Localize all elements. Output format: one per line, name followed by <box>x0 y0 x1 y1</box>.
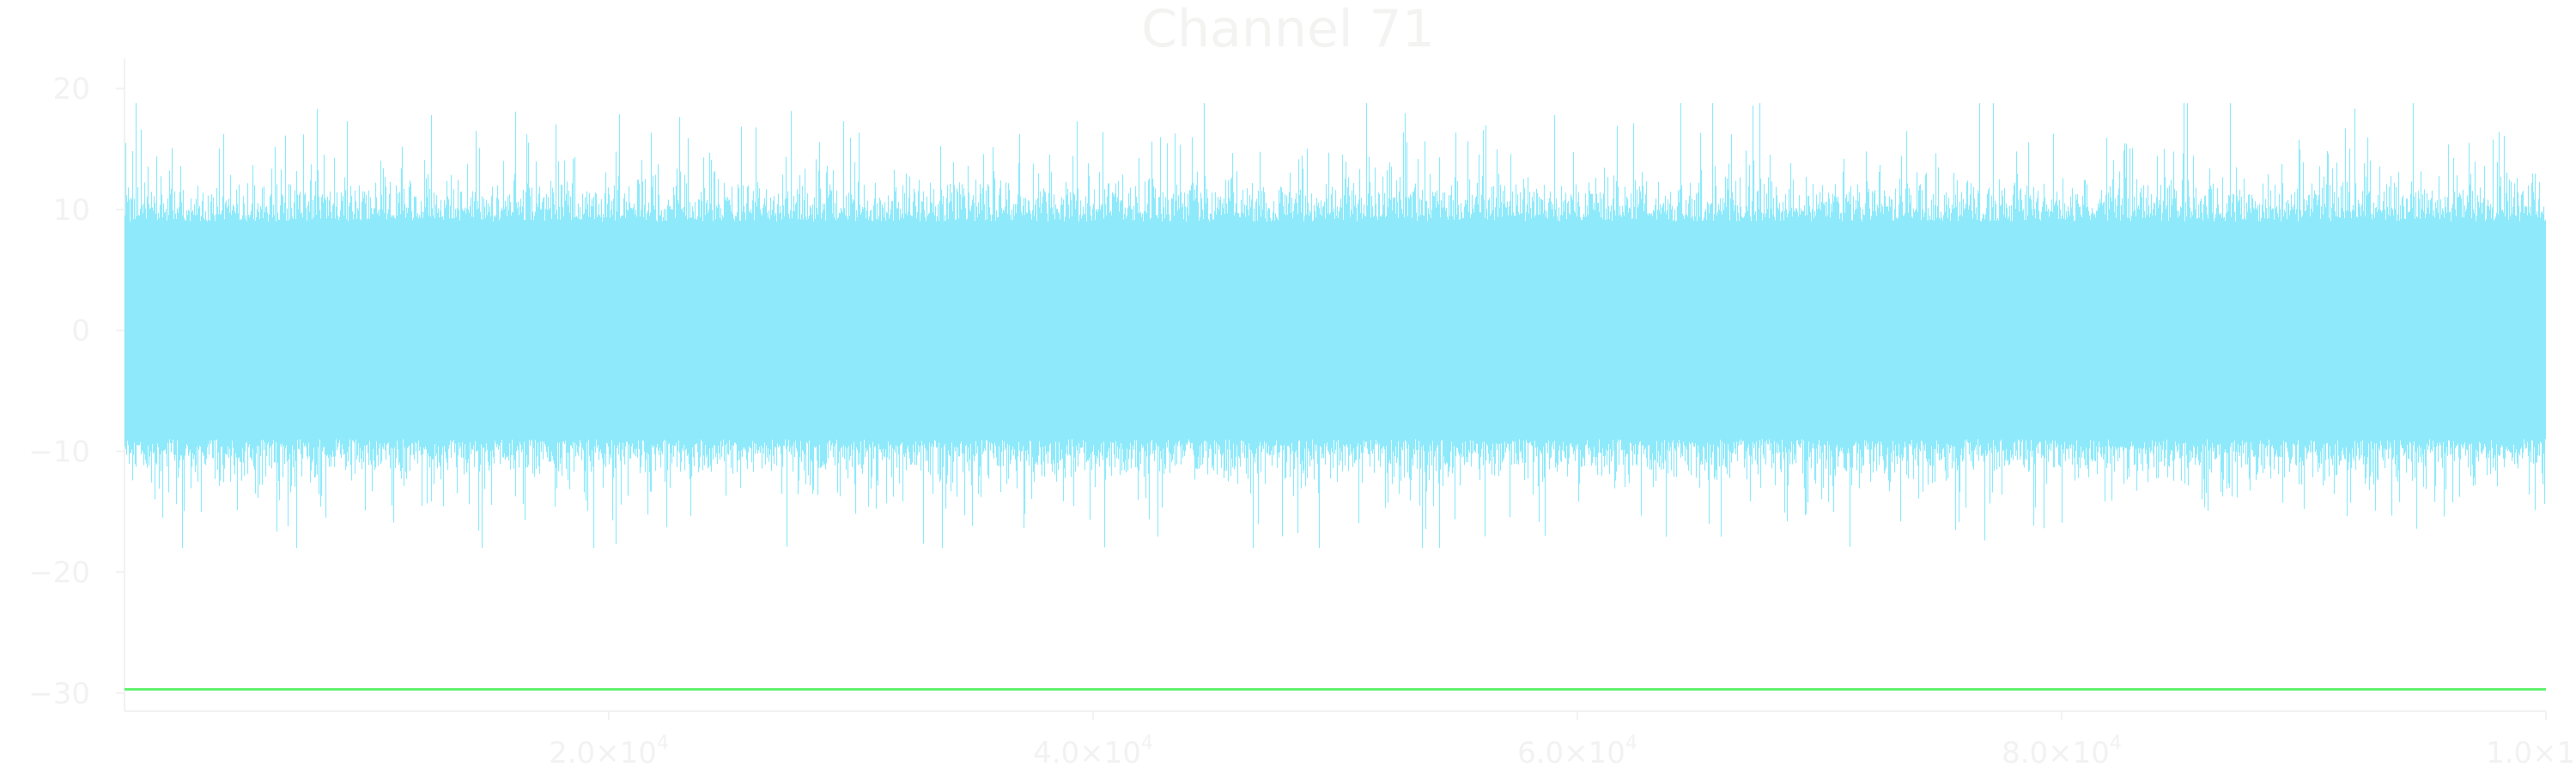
y-tick-label: 0 <box>71 314 90 349</box>
x-tick-mantissa: 8.0×10 <box>2002 736 2110 770</box>
y-tick-label: −10 <box>28 435 90 469</box>
y-tick-label: −30 <box>28 677 90 711</box>
x-tick-mantissa: 6.0×10 <box>1517 736 1625 770</box>
x-tick-exponent: 4 <box>1141 733 1153 754</box>
x-tick-exponent: 4 <box>657 733 669 754</box>
y-tick-label: −20 <box>28 556 90 590</box>
x-tick-exponent: 4 <box>1625 733 1637 754</box>
chart-title: Channel 71 <box>1141 0 1435 59</box>
x-tick-label: 2.0×104 <box>549 733 669 770</box>
x-tick-label: 1.0×105 <box>2486 733 2576 770</box>
x-tick-label: 6.0×104 <box>1517 733 1637 770</box>
x-tick-exponent: 4 <box>2110 733 2122 754</box>
x-tick-label: 8.0×104 <box>2002 733 2122 770</box>
y-tick-label: 20 <box>53 72 90 107</box>
x-tick-mantissa: 4.0×10 <box>1033 736 1141 770</box>
y-tick-label: 10 <box>53 193 90 228</box>
x-tick-mantissa: 2.0×10 <box>549 736 657 770</box>
x-tick-label: 4.0×104 <box>1033 733 1153 770</box>
x-tick-mantissa: 1.0×10 <box>2486 736 2576 770</box>
series-trace-core <box>125 240 2546 422</box>
